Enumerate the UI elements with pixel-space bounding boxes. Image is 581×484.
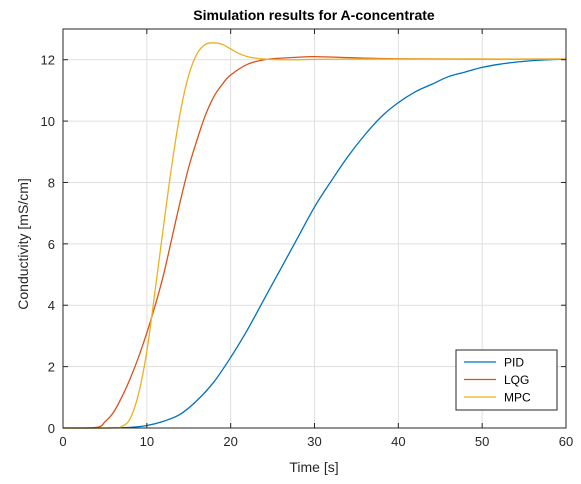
x-tick-label: 60 <box>559 434 573 449</box>
x-tick-label: 0 <box>59 434 66 449</box>
axis-ticks: 0 10 20 30 40 50 60 0 2 4 6 8 10 12 <box>41 29 573 449</box>
y-tick-label: 2 <box>48 360 55 375</box>
series-line-lqg <box>62 55 567 429</box>
x-tick-label: 50 <box>475 434 489 449</box>
x-tick-label: 40 <box>391 434 405 449</box>
y-axis-label: Conductivity [mS/cm] <box>15 178 31 309</box>
x-tick-label: 20 <box>223 434 237 449</box>
legend-label-pid: PID <box>504 356 524 370</box>
x-axis-label: Time [s] <box>289 459 338 475</box>
series-line-pid <box>62 58 567 429</box>
legend-box <box>455 349 558 411</box>
y-tick-label: 12 <box>41 53 55 68</box>
legend-label-mpc: MPC <box>504 391 531 405</box>
chart-title: Simulation results for A-concentrate <box>193 7 435 23</box>
x-tick-label: 10 <box>140 434 154 449</box>
x-tick-label: 30 <box>307 434 321 449</box>
legend: PID LQG MPC <box>455 349 558 411</box>
y-tick-label: 0 <box>48 421 55 436</box>
series-lines <box>62 42 567 429</box>
legend-label-lqg: LQG <box>504 373 529 387</box>
y-tick-label: 6 <box>48 237 55 252</box>
series-line-mpc <box>62 42 566 429</box>
y-tick-label: 10 <box>41 114 55 129</box>
y-tick-label: 4 <box>48 298 55 313</box>
y-tick-label: 8 <box>48 175 55 190</box>
